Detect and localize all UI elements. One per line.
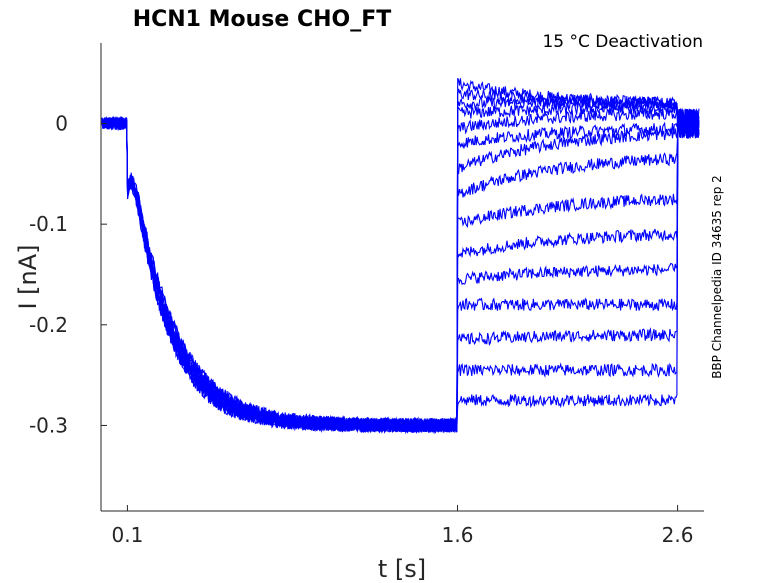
x-tick-label: 2.6	[662, 523, 694, 547]
y-tick-label: 0	[55, 112, 68, 136]
x-ticks: 0.1 1.6 2.6	[112, 505, 694, 547]
current-trace-15	[101, 109, 700, 434]
x-axis-label: t [s]	[378, 555, 426, 583]
x-tick-label: 1.6	[442, 523, 474, 547]
x-tick-label: 0.1	[112, 523, 144, 547]
y-tick-label: -0.3	[29, 413, 68, 437]
current-trace-10	[101, 109, 700, 434]
axes	[100, 43, 704, 512]
chart-title: HCN1 Mouse CHO_FT	[133, 7, 392, 32]
y-tick-label: -0.2	[29, 313, 68, 337]
y-axis-label: I [nA]	[14, 244, 42, 309]
y-tick-label: -0.1	[29, 212, 68, 236]
current-trace-11	[102, 108, 700, 433]
chart-subtitle: 15 °C Deactivation	[542, 32, 703, 52]
channelpedia-id-note: BBP Channelpedia ID 34635 rep 2	[710, 175, 724, 379]
y-ticks: 0 -0.1 -0.2 -0.3	[29, 112, 107, 437]
current-traces	[101, 77, 700, 435]
current-trace-8	[102, 110, 700, 434]
